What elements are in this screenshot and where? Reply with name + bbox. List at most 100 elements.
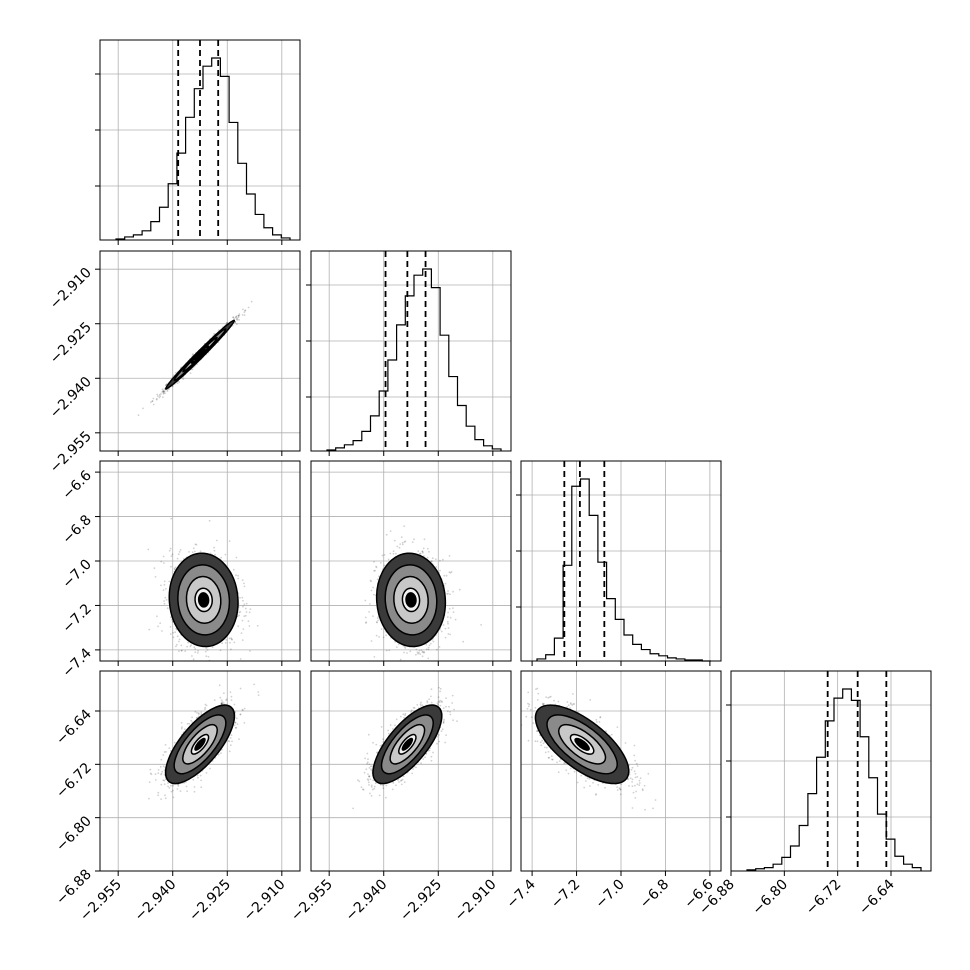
- histogram-step: [746, 688, 922, 871]
- scatter-point: [229, 744, 232, 747]
- scatter-point: [447, 622, 449, 625]
- scatter-point: [180, 644, 183, 647]
- scatter-point: [239, 658, 242, 660]
- scatter-point: [434, 558, 437, 561]
- scatter-point: [219, 649, 222, 652]
- scatter-point: [178, 650, 180, 653]
- scatter-point: [162, 392, 165, 395]
- scatter-point: [154, 779, 157, 781]
- scatter-point: [233, 318, 236, 320]
- scatter-point: [237, 314, 240, 317]
- scatter-point: [172, 784, 175, 787]
- scatter-point: [228, 740, 231, 743]
- scatter-point: [148, 628, 151, 631]
- scatter-point: [419, 653, 422, 655]
- scatter-point: [224, 553, 227, 556]
- scatter-point: [161, 391, 164, 393]
- scatter-point: [244, 607, 247, 610]
- scatter-point: [180, 649, 183, 652]
- scatter-point: [213, 546, 216, 549]
- scatter-point: [178, 381, 181, 383]
- density-peak: [194, 348, 206, 361]
- scatter-point: [164, 587, 167, 590]
- scatter-point: [238, 313, 241, 315]
- scatter-point: [416, 651, 419, 654]
- scatter-point: [429, 642, 432, 645]
- scatter-point: [444, 582, 447, 585]
- scatter-point: [417, 550, 420, 553]
- scatter-point: [248, 611, 251, 614]
- scatter-point: [426, 556, 429, 559]
- scatter-point: [229, 641, 231, 644]
- scatter-point: [379, 562, 382, 564]
- scatter-point: [439, 569, 441, 572]
- scatter-point: [427, 648, 430, 651]
- scatter-point: [190, 644, 193, 647]
- scatter-point: [225, 639, 228, 641]
- scatter-point: [449, 571, 452, 574]
- scatter-point: [230, 648, 232, 651]
- scatter-point: [220, 556, 223, 559]
- scatter-point: [241, 639, 244, 641]
- scatter-point: [184, 650, 187, 652]
- scatter-point: [153, 567, 156, 570]
- scatter-point: [229, 691, 232, 693]
- scatter-point: [150, 401, 152, 404]
- scatter-point: [162, 389, 165, 392]
- scatter-point: [242, 599, 244, 602]
- scatter-point: [417, 652, 419, 655]
- scatter-point: [160, 393, 162, 395]
- scatter-point: [244, 309, 246, 312]
- scatter-point: [232, 316, 235, 319]
- scatter-point: [380, 628, 383, 630]
- panel-content: [147, 517, 259, 669]
- scatter-point: [369, 579, 372, 582]
- panel-frame: [99, 39, 301, 241]
- panel-content: [137, 300, 253, 417]
- scatter-point: [161, 388, 164, 391]
- scatter-point: [204, 703, 207, 706]
- scatter-point: [233, 703, 236, 706]
- scatter-point: [162, 390, 165, 393]
- scatter-point: [230, 638, 233, 640]
- scatter-point: [197, 712, 200, 714]
- scatter-point: [161, 630, 163, 632]
- scatter-point: [178, 640, 180, 643]
- pair-panel-0-2: [99, 460, 301, 669]
- scatter-point: [159, 765, 162, 768]
- scatter-point: [425, 648, 428, 651]
- scatter-point: [218, 684, 221, 687]
- scatter-point: [163, 583, 166, 586]
- scatter-point: [452, 590, 454, 593]
- scatter-point: [452, 669, 454, 671]
- scatter-point: [162, 396, 164, 399]
- scatter-point: [393, 539, 396, 542]
- scatter-point: [173, 741, 176, 744]
- scatter-point: [235, 316, 238, 318]
- scatter-point: [179, 549, 182, 551]
- scatter-point: [191, 551, 194, 554]
- scatter-point: [163, 387, 166, 390]
- scatter-point: [243, 615, 246, 618]
- panel-frame: [310, 250, 512, 452]
- scatter-point: [377, 619, 379, 622]
- scatter-point: [446, 593, 448, 595]
- scatter-point: [234, 727, 237, 729]
- scatter-point: [243, 585, 246, 588]
- scatter-point: [169, 633, 172, 635]
- pair-panel-1-2: [310, 460, 512, 671]
- scatter-point: [216, 539, 218, 542]
- scatter-point: [221, 702, 223, 705]
- scatter-point: [156, 615, 158, 618]
- scatter-point: [157, 791, 160, 794]
- scatter-point: [213, 549, 216, 552]
- scatter-point: [189, 645, 192, 648]
- scatter-point: [241, 596, 244, 599]
- scatter-point: [213, 667, 215, 669]
- scatter-point: [241, 579, 244, 581]
- scatter-point: [204, 667, 206, 669]
- scatter-point: [238, 319, 240, 321]
- scatter-point: [233, 641, 236, 644]
- scatter-point: [415, 648, 418, 651]
